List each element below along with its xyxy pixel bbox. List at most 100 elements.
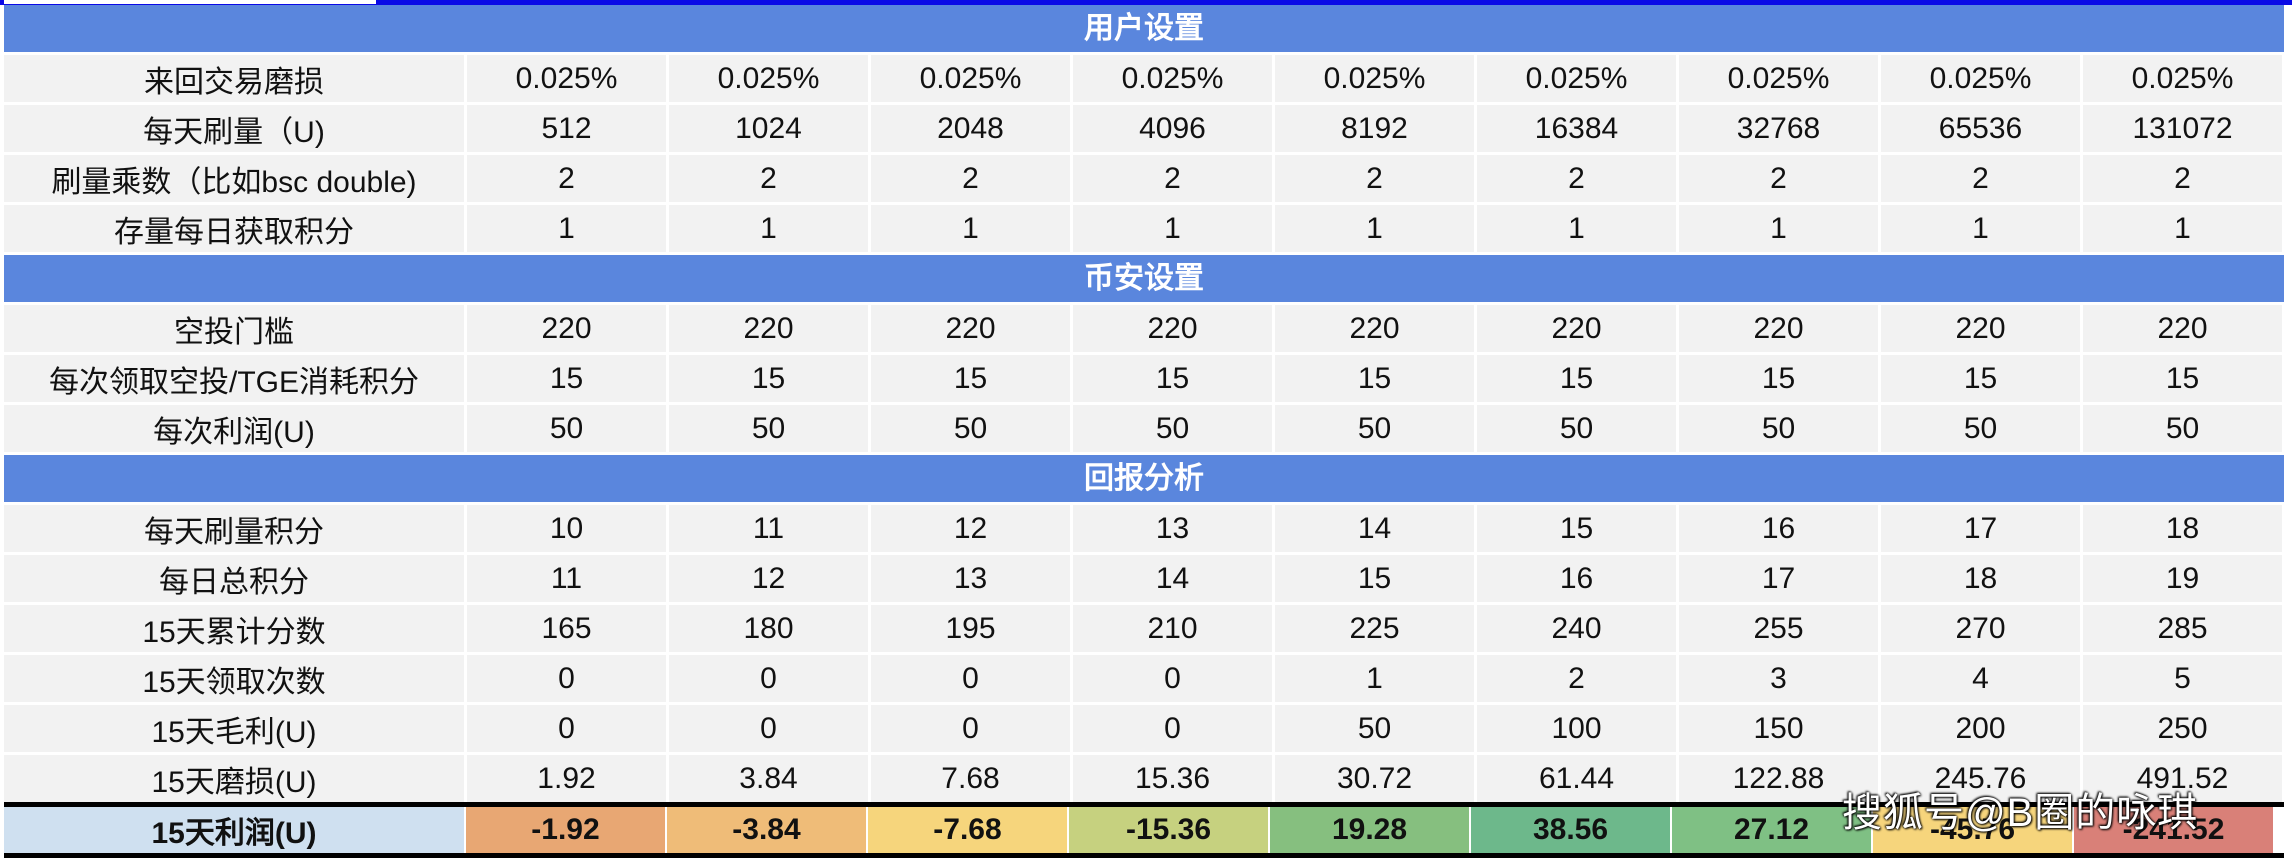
table-cell[interactable]: 285	[2083, 605, 2282, 652]
table-cell[interactable]: 165	[467, 605, 666, 652]
profit-cell[interactable]: -45.76	[1873, 807, 2072, 853]
table-cell[interactable]: 2	[1477, 655, 1676, 702]
table-cell[interactable]: 16	[1679, 505, 1878, 552]
table-cell[interactable]: 0.025%	[669, 55, 868, 102]
table-cell[interactable]: 220	[467, 305, 666, 352]
table-cell[interactable]: 1	[1881, 205, 2080, 252]
table-cell[interactable]: 50	[871, 405, 1070, 452]
table-cell[interactable]: 50	[1073, 405, 1272, 452]
table-cell[interactable]: 255	[1679, 605, 1878, 652]
table-cell[interactable]: 131072	[2083, 105, 2282, 152]
table-cell[interactable]: 50	[2083, 405, 2282, 452]
table-cell[interactable]: 65536	[1881, 105, 2080, 152]
table-cell[interactable]: 220	[1275, 305, 1474, 352]
row-label[interactable]: 每天刷量（U)	[4, 105, 464, 152]
table-cell[interactable]: 17	[1679, 555, 1878, 602]
profit-cell[interactable]: -3.84	[667, 807, 866, 853]
table-cell[interactable]: 2	[2083, 155, 2282, 202]
table-cell[interactable]: 15	[871, 355, 1070, 402]
table-cell[interactable]: 220	[871, 305, 1070, 352]
table-cell[interactable]: 0.025%	[1679, 55, 1878, 102]
table-cell[interactable]: 0	[1073, 655, 1272, 702]
table-cell[interactable]: 0.025%	[1881, 55, 2080, 102]
table-cell[interactable]: 0.025%	[871, 55, 1070, 102]
table-cell[interactable]: 2	[1679, 155, 1878, 202]
table-cell[interactable]: 512	[467, 105, 666, 152]
table-cell[interactable]: 1	[2083, 205, 2282, 252]
row-label[interactable]: 15天毛利(U)	[4, 705, 464, 752]
table-cell[interactable]: 15.36	[1073, 755, 1272, 802]
table-cell[interactable]: 2	[1073, 155, 1272, 202]
table-cell[interactable]: 0.025%	[467, 55, 666, 102]
table-cell[interactable]: 14	[1275, 505, 1474, 552]
table-cell[interactable]: 15	[1679, 355, 1878, 402]
table-cell[interactable]: 15	[669, 355, 868, 402]
table-cell[interactable]: 50	[1477, 405, 1676, 452]
profit-cell[interactable]: -241.52	[2074, 807, 2273, 853]
row-label[interactable]: 刷量乘数（比如bsc double)	[4, 155, 464, 202]
profit-cell[interactable]: -7.68	[868, 807, 1067, 853]
table-cell[interactable]: 11	[669, 505, 868, 552]
table-cell[interactable]: 15	[1275, 555, 1474, 602]
table-cell[interactable]: 1	[1275, 655, 1474, 702]
table-cell[interactable]: 2	[467, 155, 666, 202]
table-cell[interactable]: 1	[669, 205, 868, 252]
row-label[interactable]: 每日总积分	[4, 555, 464, 602]
table-cell[interactable]: 220	[1679, 305, 1878, 352]
table-cell[interactable]: 14	[1073, 555, 1272, 602]
table-cell[interactable]: 50	[669, 405, 868, 452]
table-cell[interactable]: 15	[1477, 355, 1676, 402]
table-cell[interactable]: 2048	[871, 105, 1070, 152]
table-cell[interactable]: 7.68	[871, 755, 1070, 802]
table-cell[interactable]: 15	[2083, 355, 2282, 402]
table-cell[interactable]: 16	[1477, 555, 1676, 602]
table-cell[interactable]: 5	[2083, 655, 2282, 702]
row-label[interactable]: 每次利润(U)	[4, 405, 464, 452]
table-cell[interactable]: 220	[1073, 305, 1272, 352]
profit-cell[interactable]: -15.36	[1069, 807, 1268, 853]
table-cell[interactable]: 1	[1275, 205, 1474, 252]
table-cell[interactable]: 1024	[669, 105, 868, 152]
table-cell[interactable]: 250	[2083, 705, 2282, 752]
profit-cell[interactable]: 27.12	[1672, 807, 1871, 853]
table-cell[interactable]: 12	[669, 555, 868, 602]
table-cell[interactable]: 15	[1073, 355, 1272, 402]
table-cell[interactable]: 3	[1679, 655, 1878, 702]
table-cell[interactable]: 15	[1275, 355, 1474, 402]
table-cell[interactable]: 0.025%	[1477, 55, 1676, 102]
table-cell[interactable]: 225	[1275, 605, 1474, 652]
table-cell[interactable]: 2	[871, 155, 1070, 202]
table-cell[interactable]: 240	[1477, 605, 1676, 652]
table-cell[interactable]: 100	[1477, 705, 1676, 752]
table-cell[interactable]: 17	[1881, 505, 2080, 552]
table-cell[interactable]: 13	[1073, 505, 1272, 552]
table-cell[interactable]: 0.025%	[1073, 55, 1272, 102]
table-cell[interactable]: 195	[871, 605, 1070, 652]
table-cell[interactable]: 2	[1477, 155, 1676, 202]
table-cell[interactable]: 50	[1275, 705, 1474, 752]
table-cell[interactable]: 220	[1477, 305, 1676, 352]
table-cell[interactable]: 0.025%	[2083, 55, 2282, 102]
table-cell[interactable]: 220	[669, 305, 868, 352]
row-label[interactable]: 15天领取次数	[4, 655, 464, 702]
table-cell[interactable]: 18	[1881, 555, 2080, 602]
table-cell[interactable]: 15	[467, 355, 666, 402]
table-cell[interactable]: 491.52	[2083, 755, 2282, 802]
table-cell[interactable]: 10	[467, 505, 666, 552]
table-cell[interactable]: 32768	[1679, 105, 1878, 152]
table-cell[interactable]: 13	[871, 555, 1070, 602]
table-cell[interactable]: 16384	[1477, 105, 1676, 152]
table-cell[interactable]: 4	[1881, 655, 2080, 702]
profit-cell[interactable]: -1.92	[466, 807, 665, 853]
table-cell[interactable]: 2	[1275, 155, 1474, 202]
table-cell[interactable]: 4096	[1073, 105, 1272, 152]
table-cell[interactable]: 1.92	[467, 755, 666, 802]
table-cell[interactable]: 0	[871, 705, 1070, 752]
table-cell[interactable]: 0	[669, 705, 868, 752]
row-label[interactable]: 空投门槛	[4, 305, 464, 352]
table-cell[interactable]: 270	[1881, 605, 2080, 652]
row-label[interactable]: 每天刷量积分	[4, 505, 464, 552]
table-cell[interactable]: 11	[467, 555, 666, 602]
table-cell[interactable]: 15	[1477, 505, 1676, 552]
table-cell[interactable]: 0	[467, 655, 666, 702]
